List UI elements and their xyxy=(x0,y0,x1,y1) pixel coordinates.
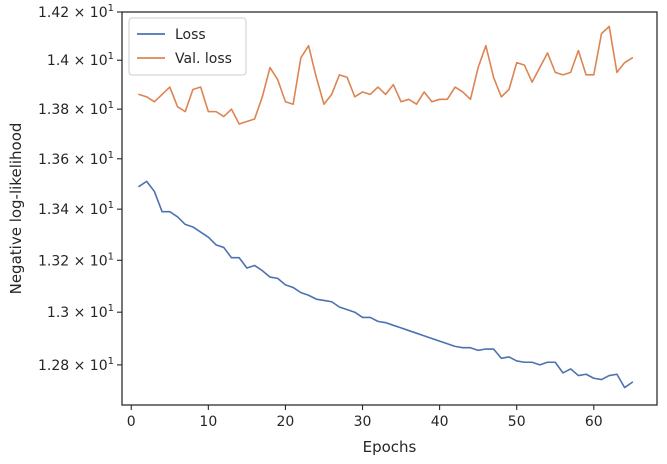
plot-frame xyxy=(121,11,658,406)
y-tick-label: 1.4 × 101 xyxy=(47,51,114,69)
x-tick-label: 60 xyxy=(585,414,603,430)
x-tick-label: 30 xyxy=(354,414,372,430)
x-axis-ticks: 0 10 20 30 40 50 60 xyxy=(127,405,603,430)
series-line-val-loss xyxy=(138,25,634,125)
x-axis-title: Epochs xyxy=(363,438,417,456)
legend-label-val-loss: Val. loss xyxy=(175,51,232,67)
y-tick-label: 1.36 × 101 xyxy=(38,150,114,168)
legend-label-loss: Loss xyxy=(175,27,206,43)
x-tick-label: 40 xyxy=(431,414,449,430)
x-tick-label: 10 xyxy=(199,414,217,430)
x-tick-label: 50 xyxy=(508,414,526,430)
y-tick-label: 1.38 × 101 xyxy=(38,100,114,118)
legend-box xyxy=(128,17,247,76)
y-tick-label: 1.42 × 101 xyxy=(38,3,114,21)
x-tick-label: 20 xyxy=(277,414,295,430)
y-tick-label: 1.32 × 101 xyxy=(38,251,114,269)
y-axis-title: Negative log-likelihood xyxy=(7,123,25,295)
plot-area xyxy=(138,25,634,389)
x-tick-label: 0 xyxy=(127,414,136,430)
y-axis-ticks: 1.28 × 101 1.3 × 101 1.32 × 101 1.34 × 101 1… xyxy=(38,3,122,374)
legend: Loss Val. loss xyxy=(128,17,247,76)
y-tick-label: 1.28 × 101 xyxy=(38,356,114,374)
y-tick-label: 1.34 × 101 xyxy=(38,200,114,218)
series-line-loss xyxy=(138,180,634,389)
y-tick-label: 1.3 × 101 xyxy=(47,303,114,321)
